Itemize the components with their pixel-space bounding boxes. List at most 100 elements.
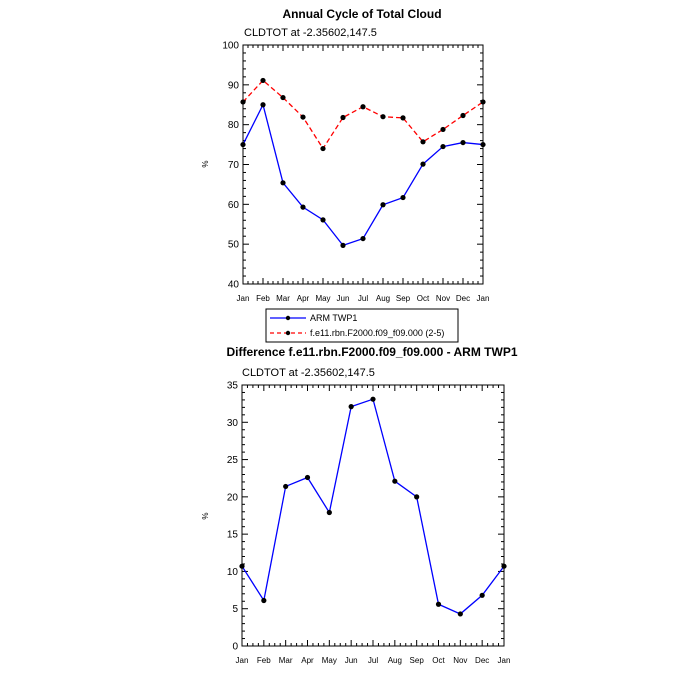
- data-point: [380, 202, 386, 208]
- x-tick-label: Jun: [345, 656, 358, 665]
- data-point: [239, 563, 245, 569]
- legend-marker-arm: [285, 315, 291, 321]
- x-tick-label: Feb: [257, 656, 271, 665]
- chart-1-ylabel: %: [201, 160, 210, 167]
- chart-1-ticks: [242, 44, 484, 285]
- x-tick-label: Jul: [358, 294, 368, 303]
- series-line: [241, 398, 505, 615]
- y-tick-label: 15: [227, 530, 239, 541]
- x-tick-label: May: [322, 656, 337, 665]
- data-point: [435, 601, 442, 607]
- data-point: [440, 143, 446, 150]
- data-point: [360, 235, 366, 242]
- x-tick-label: Aug: [376, 294, 390, 303]
- data-point: [440, 126, 446, 133]
- data-point: [380, 114, 386, 120]
- y-tick-label: 0: [232, 642, 238, 653]
- y-tick-label: 5: [232, 604, 238, 615]
- chart-1-title: Annual Cycle of Total Cloud: [282, 7, 441, 21]
- data-point: [300, 114, 306, 120]
- x-tick-label: Sep: [396, 294, 411, 303]
- data-point: [460, 139, 466, 146]
- x-tick-label: Dec: [475, 656, 489, 665]
- data-point: [414, 494, 420, 500]
- x-tick-label: Jan: [498, 656, 511, 665]
- data-point: [300, 204, 306, 210]
- x-tick-label: Jan: [477, 294, 490, 303]
- data-point: [392, 478, 398, 484]
- x-tick-label: Mar: [279, 656, 293, 665]
- chart-2-y-tick-labels: 0 5 10 15 20 25 30 35: [227, 381, 239, 653]
- chart-2-series: [239, 396, 507, 617]
- y-tick-label: 25: [227, 455, 239, 466]
- data-point: [320, 145, 326, 152]
- y-tick-label: 10: [227, 567, 239, 578]
- legend-item-arm: ARM TWP1: [270, 313, 357, 323]
- data-point: [479, 592, 485, 598]
- data-point: [340, 242, 346, 248]
- x-tick-label: Aug: [388, 656, 402, 665]
- legend-marker-model: [285, 330, 291, 336]
- chart-2-frame: [241, 384, 505, 647]
- data-point: [457, 611, 463, 617]
- data-point: [280, 180, 286, 186]
- data-point: [420, 139, 426, 145]
- x-tick-label: Nov: [453, 656, 467, 665]
- chart-1-legend: ARM TWP1 f.e11.rbn.F2000.f09_f09.000 (2-…: [265, 308, 459, 343]
- chart-2-subtitle: CLDTOT at -2.35602,147.5: [242, 367, 375, 379]
- y-tick-label: 90: [228, 80, 240, 91]
- x-tick-label: Apr: [301, 656, 314, 665]
- y-tick-label: 60: [228, 200, 240, 211]
- legend-box: [265, 308, 459, 343]
- data-point: [480, 99, 486, 105]
- y-tick-label: 80: [228, 120, 240, 131]
- data-point: [304, 474, 311, 481]
- data-point: [460, 112, 466, 119]
- data-point: [360, 104, 366, 110]
- y-tick-label: 35: [227, 381, 239, 392]
- data-point: [260, 102, 266, 108]
- data-point: [340, 114, 346, 121]
- chart-2-title: Difference f.e11.rbn.F2000.f09_f09.000 -…: [227, 345, 518, 359]
- x-tick-label: Dec: [456, 294, 470, 303]
- x-tick-label: Oct: [432, 656, 445, 665]
- x-tick-label: Jan: [236, 656, 249, 665]
- chart-1: Annual Cycle of Total Cloud CLDTOT at -2…: [201, 7, 490, 343]
- data-point: [420, 161, 426, 167]
- data-point: [370, 396, 376, 402]
- chart-2-x-tick-labels: Jan Feb Mar Apr May Jun Jul Aug Sep Oct Nov Dec Jan: [236, 656, 511, 665]
- y-tick-label: 100: [222, 41, 239, 52]
- x-tick-label: Sep: [410, 656, 425, 665]
- chart-1-series: [240, 77, 486, 248]
- chart-2-ylabel: %: [201, 512, 210, 519]
- legend-label-arm: ARM TWP1: [310, 313, 357, 323]
- data-point: [260, 77, 266, 84]
- chart-2-ticks: [241, 384, 505, 647]
- x-tick-label: Nov: [436, 294, 450, 303]
- data-point: [348, 404, 354, 410]
- x-tick-label: Oct: [417, 294, 430, 303]
- y-tick-label: 70: [228, 160, 240, 171]
- x-tick-label: Apr: [297, 294, 310, 303]
- chart-1-x-tick-labels: Jan Feb Mar Apr May Jun Jul Aug Sep Oct Nov Dec Jan: [237, 294, 490, 303]
- y-tick-label: 30: [227, 418, 239, 429]
- data-point: [400, 115, 406, 121]
- data-point: [400, 194, 406, 201]
- x-tick-label: Jun: [337, 294, 350, 303]
- y-tick-label: 40: [228, 280, 240, 291]
- y-tick-label: 20: [227, 492, 239, 503]
- chart-1-frame: [242, 44, 484, 285]
- x-tick-label: May: [315, 294, 330, 303]
- chart-2: Difference f.e11.rbn.F2000.f09_f09.000 -…: [201, 345, 518, 665]
- data-point: [501, 563, 507, 569]
- data-point: [240, 99, 246, 105]
- y-tick-label: 50: [228, 240, 240, 251]
- data-point: [283, 483, 289, 490]
- chart-1-subtitle: CLDTOT at -2.35602,147.5: [244, 27, 377, 39]
- data-point: [280, 94, 286, 101]
- x-tick-label: Jan: [237, 294, 250, 303]
- legend-label-model: f.e11.rbn.F2000.f09_f09.000 (2-5): [310, 328, 444, 338]
- data-point: [320, 217, 326, 223]
- x-tick-label: Mar: [276, 294, 290, 303]
